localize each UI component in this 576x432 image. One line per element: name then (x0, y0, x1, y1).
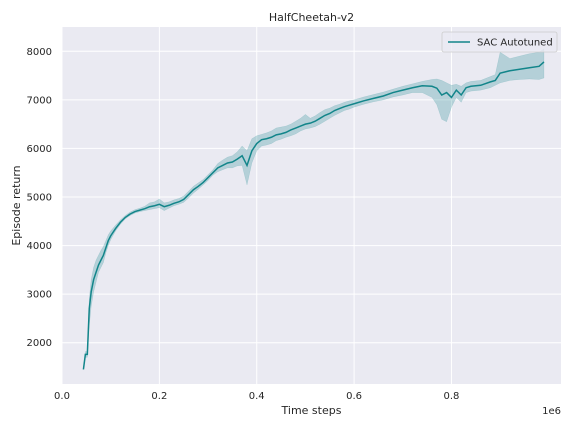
y-tick-label: 8000 (27, 47, 52, 58)
x-axis-title: Time steps (281, 404, 342, 417)
y-tick-label: 5000 (27, 193, 52, 204)
x-tick-label: 0.4 (249, 391, 265, 402)
x-tick-label: 0.0 (54, 391, 70, 402)
grid-lines (61, 27, 561, 384)
y-tick-label: 7000 (27, 95, 52, 106)
legend-box (441, 31, 558, 53)
x-tick-label: 0.8 (444, 391, 460, 402)
y-tick-labels: 2000 3000 4000 5000 6000 7000 8000 (27, 47, 52, 349)
y-axis-title: Episode return (10, 165, 23, 245)
x-tick-labels: 0.0 0.2 0.4 0.6 0.8 (54, 391, 459, 402)
x-tick-label: 0.6 (346, 391, 362, 402)
legend-label: SAC Autotuned (477, 38, 553, 49)
mean-line (82, 61, 545, 370)
y-tick-label: 3000 (27, 290, 52, 301)
y-tick-label: 6000 (27, 144, 52, 155)
x-tick-label: 0.2 (151, 391, 167, 402)
y-tick-label: 4000 (27, 241, 52, 252)
std-band (83, 48, 545, 370)
chart-title: HalfCheetah-v2 (269, 11, 354, 24)
y-tick-label: 2000 (27, 338, 52, 349)
plot-background (62, 27, 561, 384)
legend: SAC Autotuned (441, 31, 558, 53)
x-offset-label: 1e6 (542, 406, 561, 417)
